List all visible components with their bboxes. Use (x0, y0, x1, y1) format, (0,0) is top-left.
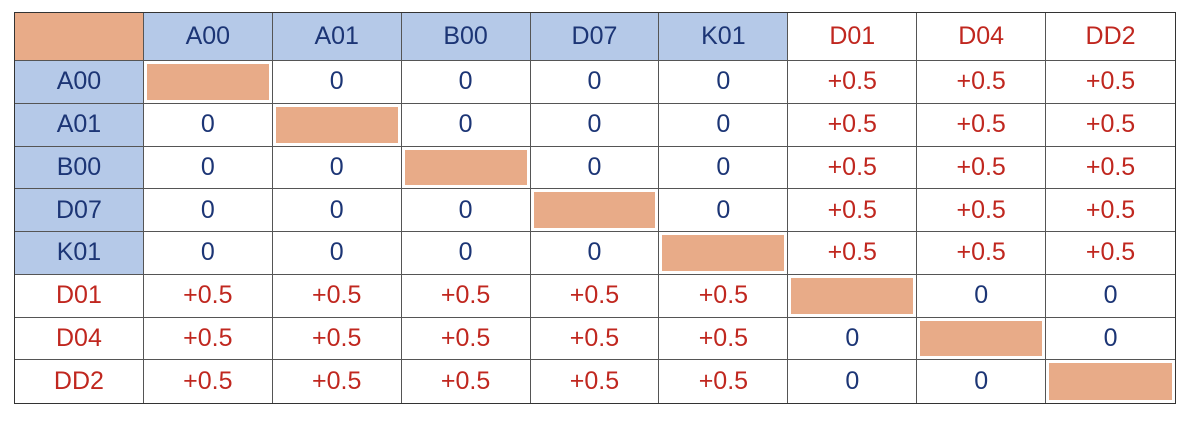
row-header: A01 (15, 103, 144, 147)
value-cell: 0 (272, 189, 402, 232)
value-cell: +0.5 (659, 274, 789, 318)
value-cell: +0.5 (1046, 147, 1175, 190)
diagonal-fill (662, 235, 785, 271)
value-cell: 0 (659, 61, 789, 104)
value-cell: +0.5 (788, 146, 918, 190)
diagonal-cell (917, 317, 1047, 361)
diagonal-cell (788, 274, 918, 318)
value-cell: +0.5 (917, 61, 1047, 104)
value-cell: +0.5 (788, 61, 918, 104)
value-cell: 0 (530, 103, 660, 147)
row-header: DD2 (15, 360, 144, 403)
diagonal-cell (401, 146, 531, 190)
diagonal-fill (404, 149, 527, 186)
diagonal-fill (791, 277, 914, 314)
diagonal-cell (659, 232, 789, 275)
value-cell: 0 (272, 232, 402, 275)
diagonal-cell (272, 103, 402, 147)
corner-cell (15, 13, 144, 61)
column-header: K01 (659, 13, 789, 61)
column-header: D07 (530, 13, 660, 61)
value-cell: +0.5 (659, 360, 789, 403)
column-header: B00 (401, 13, 531, 61)
diagonal-fill (1049, 363, 1172, 400)
row-header: D07 (15, 189, 144, 232)
value-cell: +0.5 (143, 274, 273, 318)
column-header: A01 (272, 13, 402, 61)
value-cell: 0 (659, 103, 789, 147)
value-cell: +0.5 (917, 103, 1047, 147)
value-cell: 0 (143, 189, 273, 232)
row-header: D01 (15, 274, 144, 318)
value-cell: +0.5 (1046, 61, 1175, 104)
value-cell: 0 (659, 146, 789, 190)
value-cell: +0.5 (659, 317, 789, 361)
value-cell: +0.5 (272, 274, 402, 318)
diagonal-fill (146, 64, 269, 100)
value-cell: 0 (917, 274, 1047, 318)
value-cell: 0 (788, 360, 918, 403)
value-cell: +0.5 (917, 189, 1047, 232)
value-cell: 0 (917, 360, 1047, 403)
value-cell: +0.5 (1046, 232, 1175, 275)
value-cell: +0.5 (788, 189, 918, 232)
value-cell: 0 (401, 61, 531, 104)
value-cell: 0 (1046, 275, 1175, 318)
matrix-table: A00 A01 B00 D07 K01 D01 D04 DD2 A00 0 0 0 0 +0.5 +0.5 +… (14, 12, 1176, 404)
value-cell: 0 (143, 232, 273, 275)
value-cell: +0.5 (143, 317, 273, 361)
value-cell: 0 (401, 189, 531, 232)
row-header: B00 (15, 146, 144, 190)
diagonal-cell (143, 61, 273, 104)
value-cell: 0 (143, 103, 273, 147)
column-header: DD2 (1046, 13, 1175, 61)
column-header: D04 (917, 13, 1047, 61)
value-cell: +0.5 (788, 103, 918, 147)
value-cell: 0 (401, 232, 531, 275)
value-cell: 0 (788, 317, 918, 361)
diagonal-cell (530, 189, 660, 232)
value-cell: +0.5 (531, 360, 660, 403)
value-cell: +0.5 (917, 146, 1047, 190)
value-cell: 0 (659, 189, 789, 232)
row-header: K01 (15, 232, 144, 275)
value-cell: 0 (272, 61, 402, 104)
value-cell: +0.5 (144, 360, 273, 403)
value-cell: 0 (530, 61, 660, 104)
value-cell: +0.5 (273, 360, 402, 403)
value-cell: +0.5 (401, 274, 531, 318)
value-cell: +0.5 (917, 232, 1047, 275)
diagonal-fill (275, 106, 398, 143)
diagonal-fill (533, 192, 656, 228)
value-cell: +0.5 (788, 232, 918, 275)
value-cell: +0.5 (530, 317, 660, 361)
value-cell: 0 (530, 146, 660, 190)
diagonal-cell (1046, 360, 1175, 403)
value-cell: 0 (1046, 318, 1175, 361)
value-cell: 0 (401, 103, 531, 147)
value-cell: 0 (143, 146, 273, 190)
diagonal-fill (920, 320, 1043, 357)
row-header: A00 (15, 61, 144, 104)
value-cell: 0 (530, 232, 660, 275)
value-cell: +0.5 (530, 274, 660, 318)
column-header: A00 (143, 13, 273, 61)
value-cell: 0 (272, 146, 402, 190)
column-header: D01 (788, 13, 918, 61)
value-cell: +0.5 (401, 317, 531, 361)
row-header: D04 (15, 317, 144, 361)
value-cell: +0.5 (1046, 189, 1175, 232)
value-cell: +0.5 (402, 360, 531, 403)
value-cell: +0.5 (1046, 104, 1175, 147)
value-cell: +0.5 (272, 317, 402, 361)
